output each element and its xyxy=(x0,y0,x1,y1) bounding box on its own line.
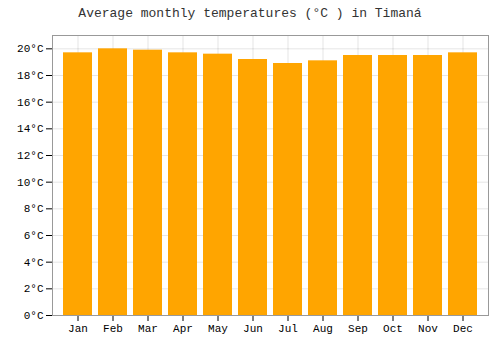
svg-text:Nov: Nov xyxy=(418,323,438,335)
svg-text:Apr: Apr xyxy=(173,323,193,335)
svg-text:Jun: Jun xyxy=(243,323,263,335)
svg-text:Jan: Jan xyxy=(68,323,88,335)
svg-text:Jul: Jul xyxy=(278,323,298,335)
svg-text:14°C: 14°C xyxy=(17,123,44,135)
svg-text:2°C: 2°C xyxy=(24,283,44,295)
svg-text:Oct: Oct xyxy=(383,323,403,335)
svg-text:Mar: Mar xyxy=(138,323,158,335)
svg-text:Dec: Dec xyxy=(453,323,473,335)
svg-text:8°C: 8°C xyxy=(24,203,44,215)
svg-text:Sep: Sep xyxy=(348,323,368,335)
svg-text:4°C: 4°C xyxy=(24,257,44,269)
svg-text:18°C: 18°C xyxy=(17,70,44,82)
svg-text:6°C: 6°C xyxy=(24,230,44,242)
svg-text:Feb: Feb xyxy=(103,323,123,335)
svg-text:20°C: 20°C xyxy=(17,43,44,55)
svg-text:10°C: 10°C xyxy=(17,177,44,189)
svg-text:Aug: Aug xyxy=(313,323,333,335)
svg-text:0°C: 0°C xyxy=(24,310,44,322)
svg-text:16°C: 16°C xyxy=(17,97,44,109)
html-text:Average monthly temperatures (: Average monthly temperatures (°C ) in Ti… xyxy=(78,6,422,21)
svg-text:12°C: 12°C xyxy=(17,150,44,162)
svg-text:May: May xyxy=(208,323,228,335)
